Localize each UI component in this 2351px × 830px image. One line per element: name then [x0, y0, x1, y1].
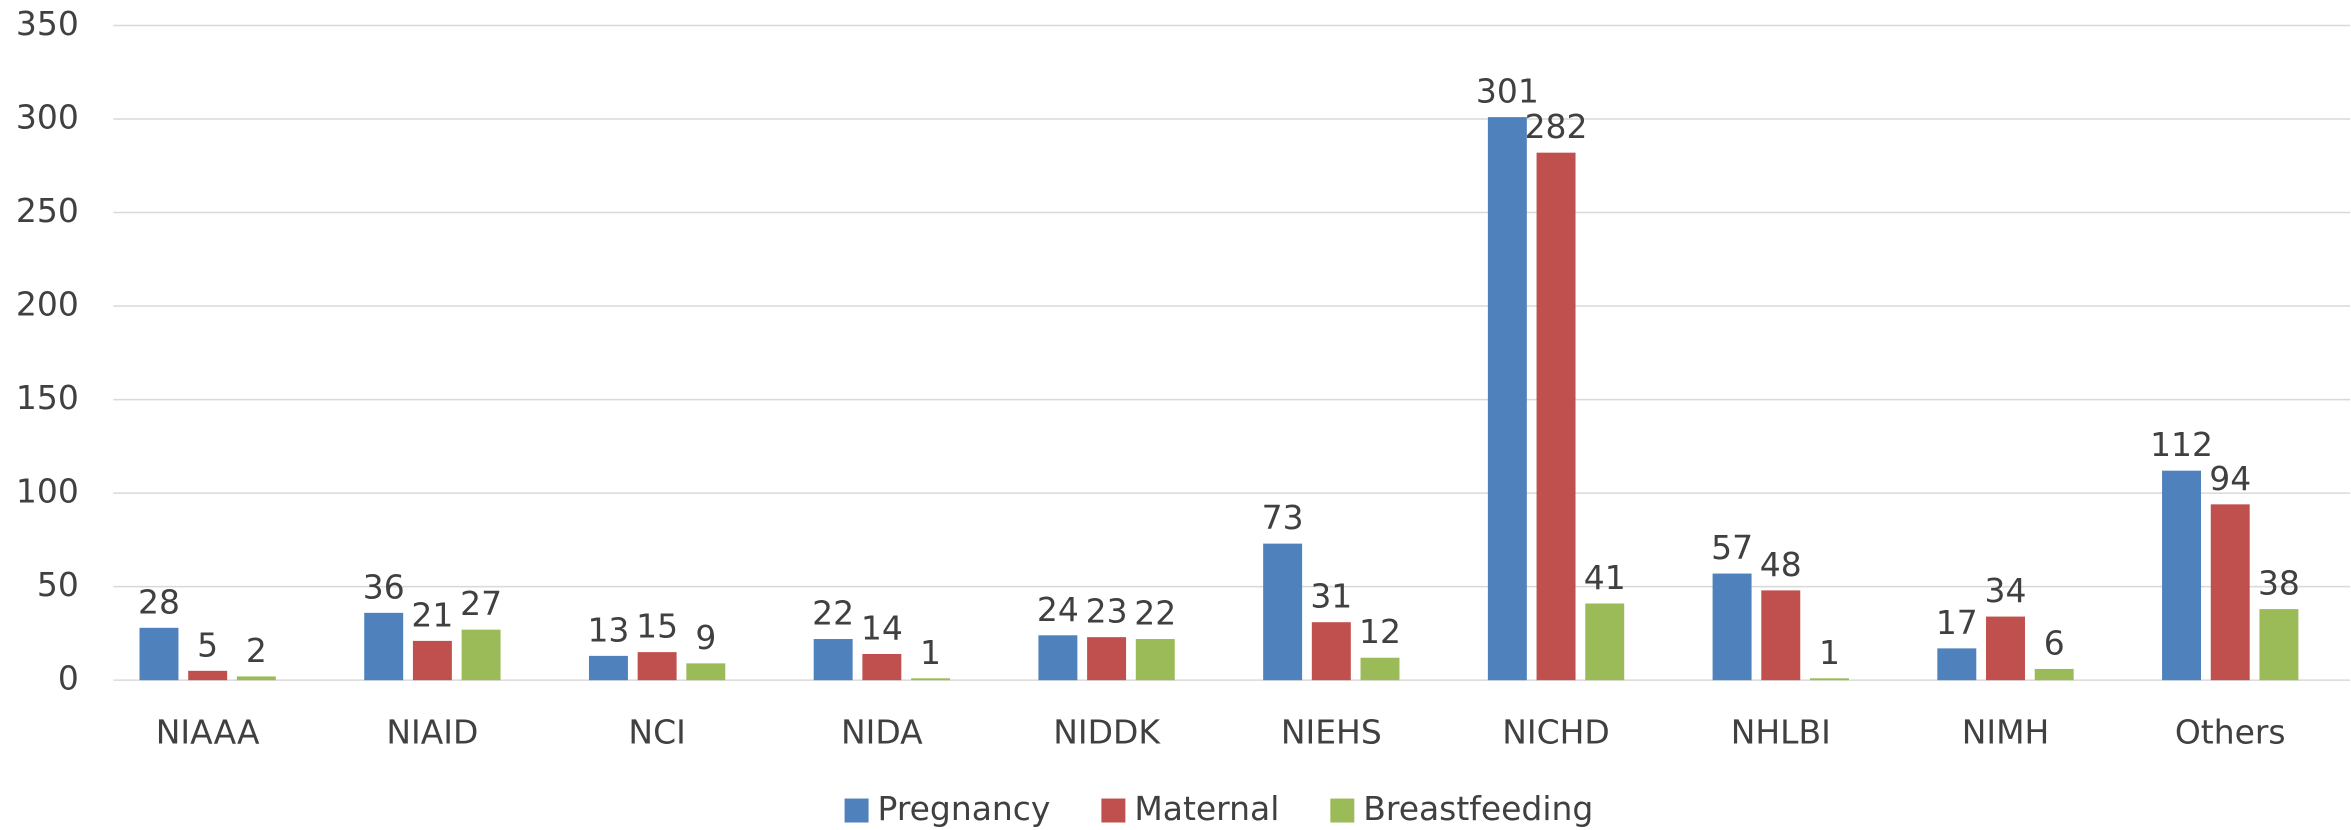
bar: [1986, 616, 2025, 681]
bar: [188, 670, 228, 681]
legend-label: Breastfeeding: [1363, 789, 1593, 828]
data-label: 6: [2044, 623, 2065, 662]
legend-label: Maternal: [1134, 789, 1279, 828]
y-tick-label: 350: [16, 4, 79, 43]
data-label: 9: [695, 618, 716, 657]
bar: [2259, 609, 2299, 681]
x-tick-label: NHLBI: [1731, 713, 1831, 752]
data-label: 282: [1525, 107, 1588, 146]
x-tick-label: NIDDK: [1053, 713, 1161, 752]
y-tick-label: 0: [58, 659, 79, 698]
bar: [236, 676, 276, 681]
bar: [686, 663, 726, 681]
data-label: 112: [2150, 425, 2213, 464]
data-label: 38: [2258, 564, 2300, 603]
data-label: 73: [1262, 498, 1304, 537]
data-label: 1: [1819, 633, 1840, 672]
data-label: 94: [2209, 459, 2251, 498]
data-label: 41: [1584, 558, 1626, 597]
y-tick-label: 50: [37, 565, 79, 604]
bar: [2034, 668, 2074, 681]
data-label: 1: [920, 633, 941, 672]
y-tick-label: 100: [16, 472, 79, 511]
legend-swatch: [1330, 798, 1355, 823]
data-label: 48: [1760, 545, 1802, 584]
bar: [2162, 470, 2202, 681]
bar: [1087, 637, 1127, 681]
bar: [1809, 678, 1849, 681]
legend-swatch: [1101, 798, 1126, 823]
data-label: 36: [363, 567, 405, 606]
data-label: 21: [411, 595, 453, 634]
bar: [412, 640, 452, 681]
bar: [911, 678, 951, 681]
legend-label: Pregnancy: [878, 789, 1051, 828]
x-tick-label: NICHD: [1502, 713, 1610, 752]
bar: [1585, 603, 1625, 681]
bar: [364, 612, 404, 681]
data-label: 24: [1037, 590, 1079, 629]
data-label: 12: [1359, 612, 1401, 651]
bar: [1536, 152, 1576, 681]
bar: [1038, 635, 1078, 681]
bar: [637, 652, 677, 681]
data-label: 22: [812, 594, 854, 633]
bar: [862, 653, 902, 681]
data-label: 5: [197, 625, 218, 664]
bar: [1311, 622, 1351, 681]
legend-swatch: [844, 798, 869, 823]
bar: [139, 627, 179, 681]
bar: [1360, 657, 1400, 681]
y-tick-label: 200: [16, 285, 79, 324]
data-label: 22: [1134, 594, 1176, 633]
y-tick-label: 250: [16, 191, 79, 230]
data-label: 28: [138, 582, 180, 621]
x-tick-label: Others: [2175, 713, 2286, 752]
y-tick-label: 150: [16, 378, 79, 417]
bar: [461, 629, 501, 681]
x-tick-label: NIMH: [1962, 713, 2050, 752]
bar: [813, 639, 853, 681]
bar: [1135, 639, 1175, 681]
x-tick-label: NIEHS: [1281, 713, 1382, 752]
data-label: 14: [861, 609, 903, 648]
data-label: 13: [587, 610, 629, 649]
bar: [1761, 590, 1801, 681]
data-label: 301: [1476, 72, 1539, 111]
data-label: 2: [246, 631, 267, 670]
bar: [1712, 573, 1752, 681]
bar: [2210, 504, 2250, 681]
data-label: 31: [1310, 577, 1352, 616]
data-label: 15: [636, 607, 678, 646]
data-label: 57: [1711, 528, 1753, 567]
x-tick-label: NIAAA: [156, 713, 260, 752]
data-label: 17: [1936, 603, 1978, 642]
data-label: 27: [460, 584, 502, 623]
bar: [1263, 543, 1303, 681]
bar: [1937, 648, 1977, 681]
bar: [1487, 117, 1527, 681]
x-tick-label: NIDA: [841, 713, 923, 752]
bar: [588, 655, 628, 681]
data-label: 23: [1086, 592, 1128, 631]
y-tick-label: 300: [16, 97, 79, 136]
x-tick-label: NIAID: [386, 713, 478, 752]
data-label: 34: [1985, 571, 2027, 610]
x-tick-label: NCI: [628, 713, 685, 752]
